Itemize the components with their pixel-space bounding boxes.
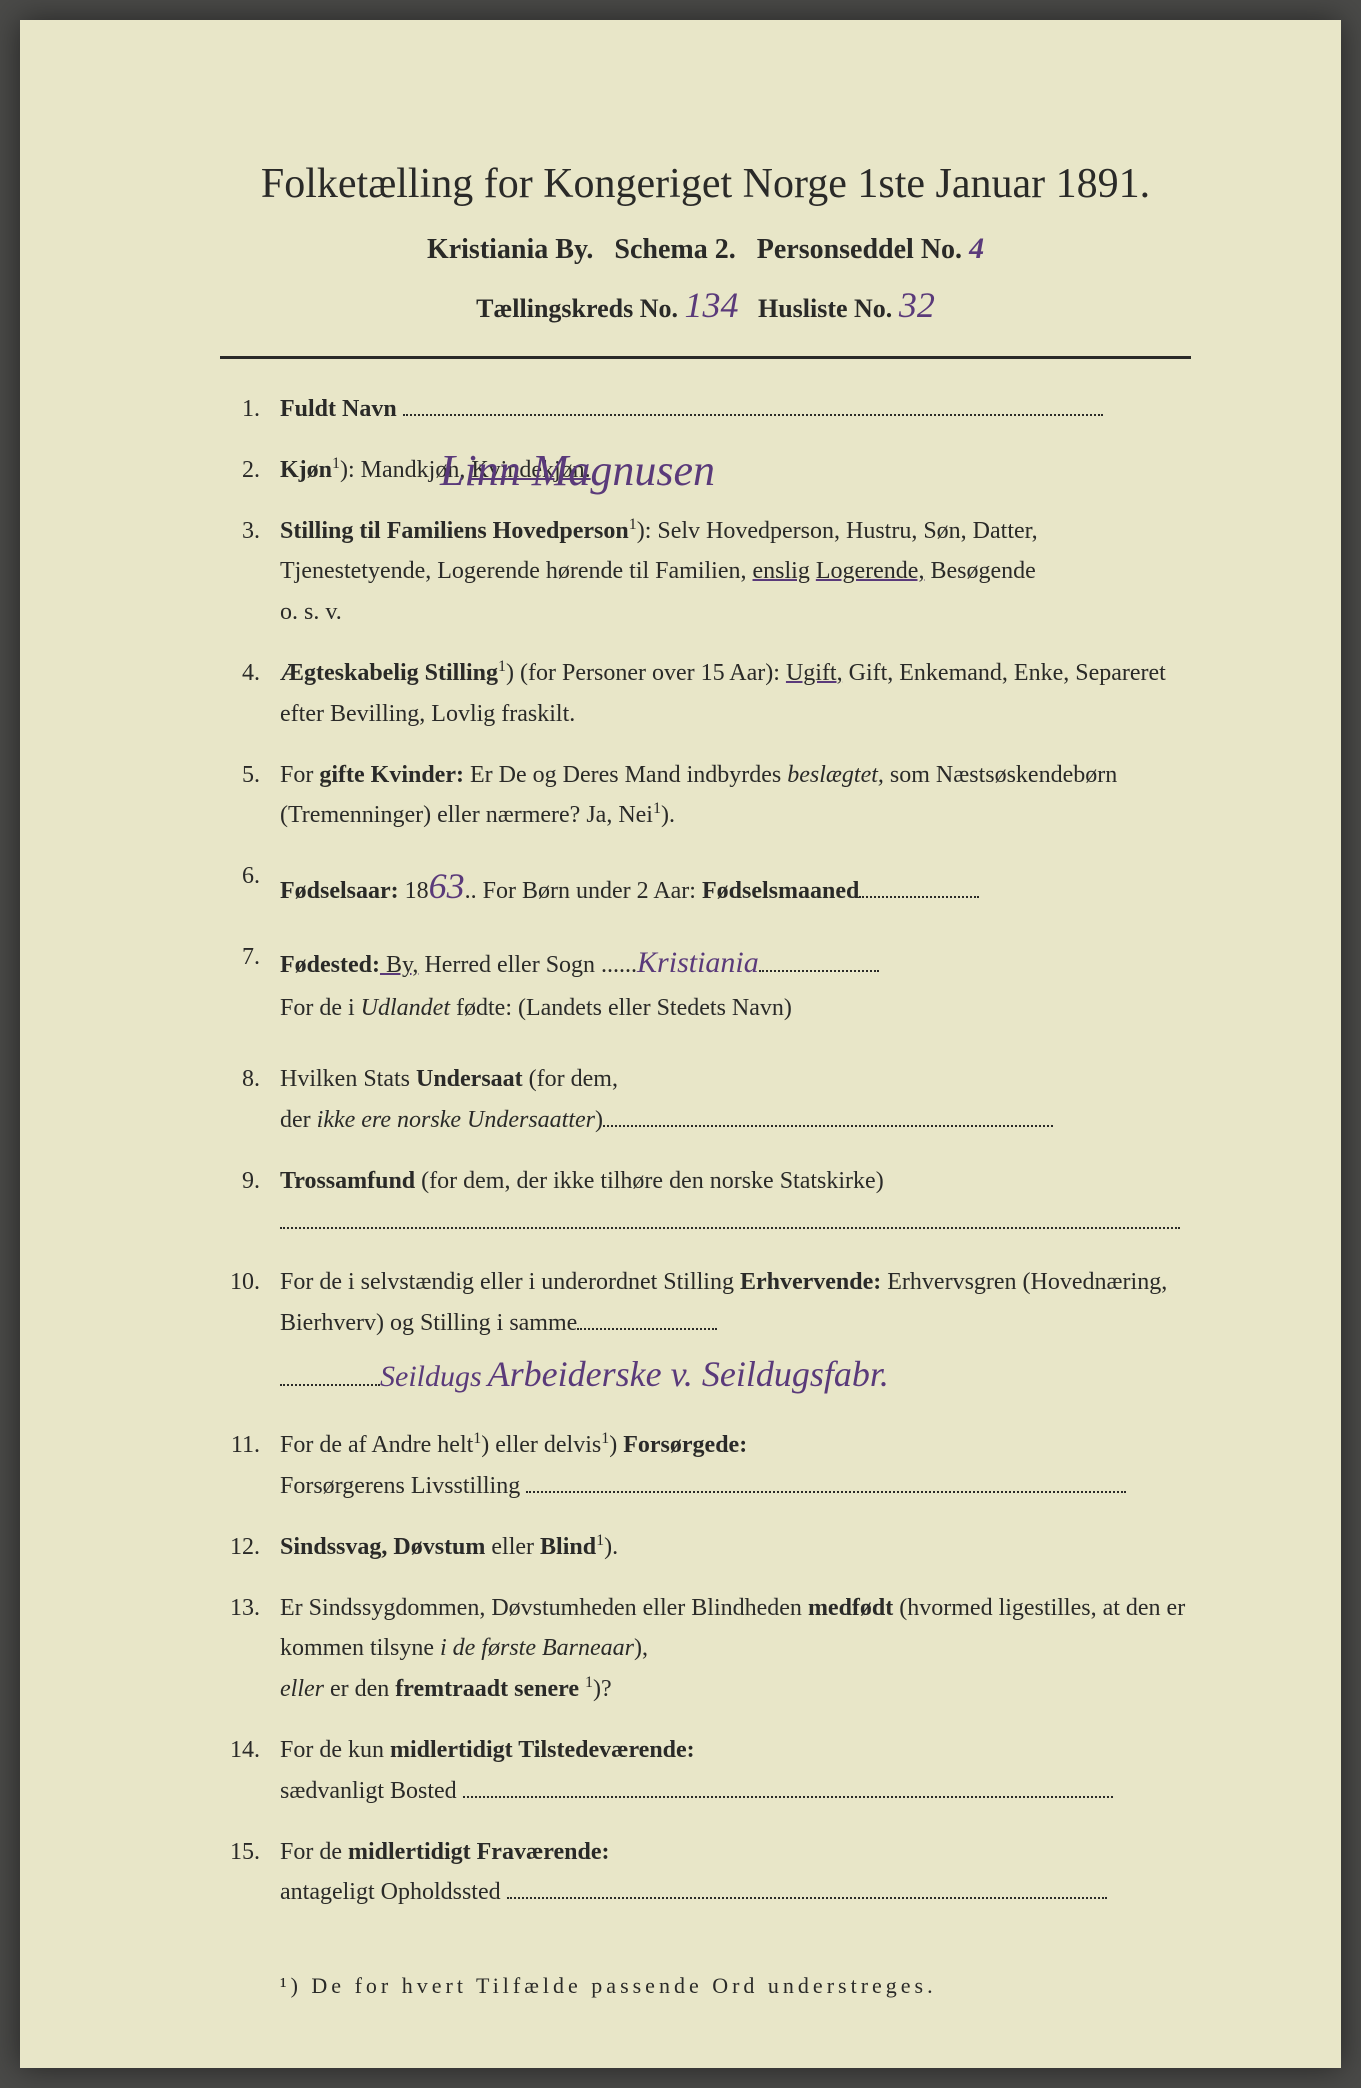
name-handwritten: Linn Magnusen [440, 445, 715, 496]
schema: Schema 2. [614, 234, 735, 265]
entry-12: 12. Sindssvag, Døvstum eller Blind1). [220, 1527, 1191, 1568]
entry-8: 8. Hvilken Stats Undersaat (for dem,der … [220, 1059, 1191, 1141]
main-title: Folketælling for Kongeriget Norge 1ste J… [220, 160, 1191, 208]
entry-6: 6. Fødselsaar: 1863.. For Børn under 2 A… [220, 856, 1191, 917]
entry-1: 1. Fuldt Navn [220, 389, 1191, 430]
entry-15: 15. For de midlertidigt Fraværende:antag… [220, 1832, 1191, 1914]
divider [220, 356, 1191, 359]
entry-11: 11. For de af Andre helt1) eller delvis1… [220, 1425, 1191, 1507]
personseddel-no: 4 [969, 232, 984, 265]
entry-7: 7. Fødested: By, Herred eller Sogn .....… [220, 937, 1191, 1029]
kreds-no: 134 [684, 285, 738, 325]
kreds-label: Tællingskreds No. [476, 294, 678, 323]
footnote: ¹) De for hvert Tilfælde passende Ord un… [220, 1973, 1191, 1999]
form-entries: 1. Fuldt Navn 2. Kjøn1): Mandkjøn, Kvind… [220, 389, 1191, 1913]
entry-14: 14. For de kun midlertidigt Tilstedevære… [220, 1730, 1191, 1812]
census-form-page: Folketælling for Kongeriget Norge 1ste J… [20, 20, 1341, 2068]
entry-4: 4. Ægteskabelig Stilling1) (for Personer… [220, 653, 1191, 735]
husliste-no: 32 [899, 285, 935, 325]
entry-5: 5. For gifte Kvinder: Er De og Deres Man… [220, 755, 1191, 837]
entry-13: 13. Er Sindssygdommen, Døvstumheden elle… [220, 1588, 1191, 1710]
city: Kristiania By. [427, 234, 593, 265]
subtitle-line: Kristiania By. Schema 2. Personseddel No… [220, 232, 1191, 266]
entry-10: 10. For de i selvstændig eller i underor… [220, 1262, 1191, 1405]
personseddel-label: Personseddel No. [757, 234, 962, 265]
kreds-line: Tællingskreds No. 134 Husliste No. 32 [220, 284, 1191, 326]
husliste-label: Husliste No. [758, 294, 892, 323]
entry-9: 9. Trossamfund (for dem, der ikke tilhør… [220, 1161, 1191, 1243]
entry-3: 3. Stilling til Familiens Hovedperson1):… [220, 511, 1191, 633]
